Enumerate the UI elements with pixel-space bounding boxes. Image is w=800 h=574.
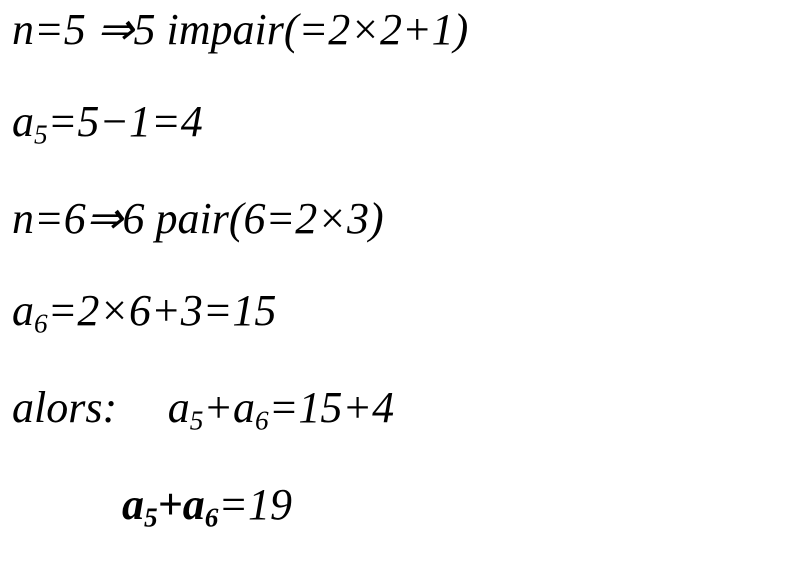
sum-a5-var: a	[168, 383, 190, 432]
line-6: a5+a6=19	[12, 483, 788, 532]
line-1: n=5 ⇒5 impair(=2×2+1)	[12, 8, 788, 52]
a6-var: a	[12, 286, 34, 335]
a5-sub: 5	[34, 120, 48, 150]
math-page: { "lines": { "l1": "n=5 ⇒5 impair(=2×2+1…	[0, 0, 800, 574]
result-equals: =19	[218, 480, 292, 529]
a5-var: a	[12, 97, 34, 146]
line-3: n=6⇒6 pair(6=2×3)	[12, 197, 788, 241]
sum-equals: =15+4	[269, 383, 394, 432]
line-5: alors: a5+a6=15+4	[12, 386, 788, 435]
a6-rest: =2×6+3=15	[48, 286, 277, 335]
sum-a5-sub: 5	[190, 405, 204, 435]
result-a5-var: a	[122, 480, 144, 529]
result-a6-sub: 6	[205, 502, 219, 532]
a5-rest: =5−1=4	[48, 97, 203, 146]
line-4: a6=2×6+3=15	[12, 289, 788, 338]
sum-plus-a6: +a	[203, 383, 255, 432]
result-plus-a6: +a	[158, 480, 205, 529]
result-a5-sub: 5	[144, 502, 158, 532]
a6-sub: 6	[34, 309, 48, 339]
line-2: a5=5−1=4	[12, 100, 788, 149]
alors-label: alors:	[12, 383, 117, 432]
sum-a6-sub: 6	[255, 405, 269, 435]
